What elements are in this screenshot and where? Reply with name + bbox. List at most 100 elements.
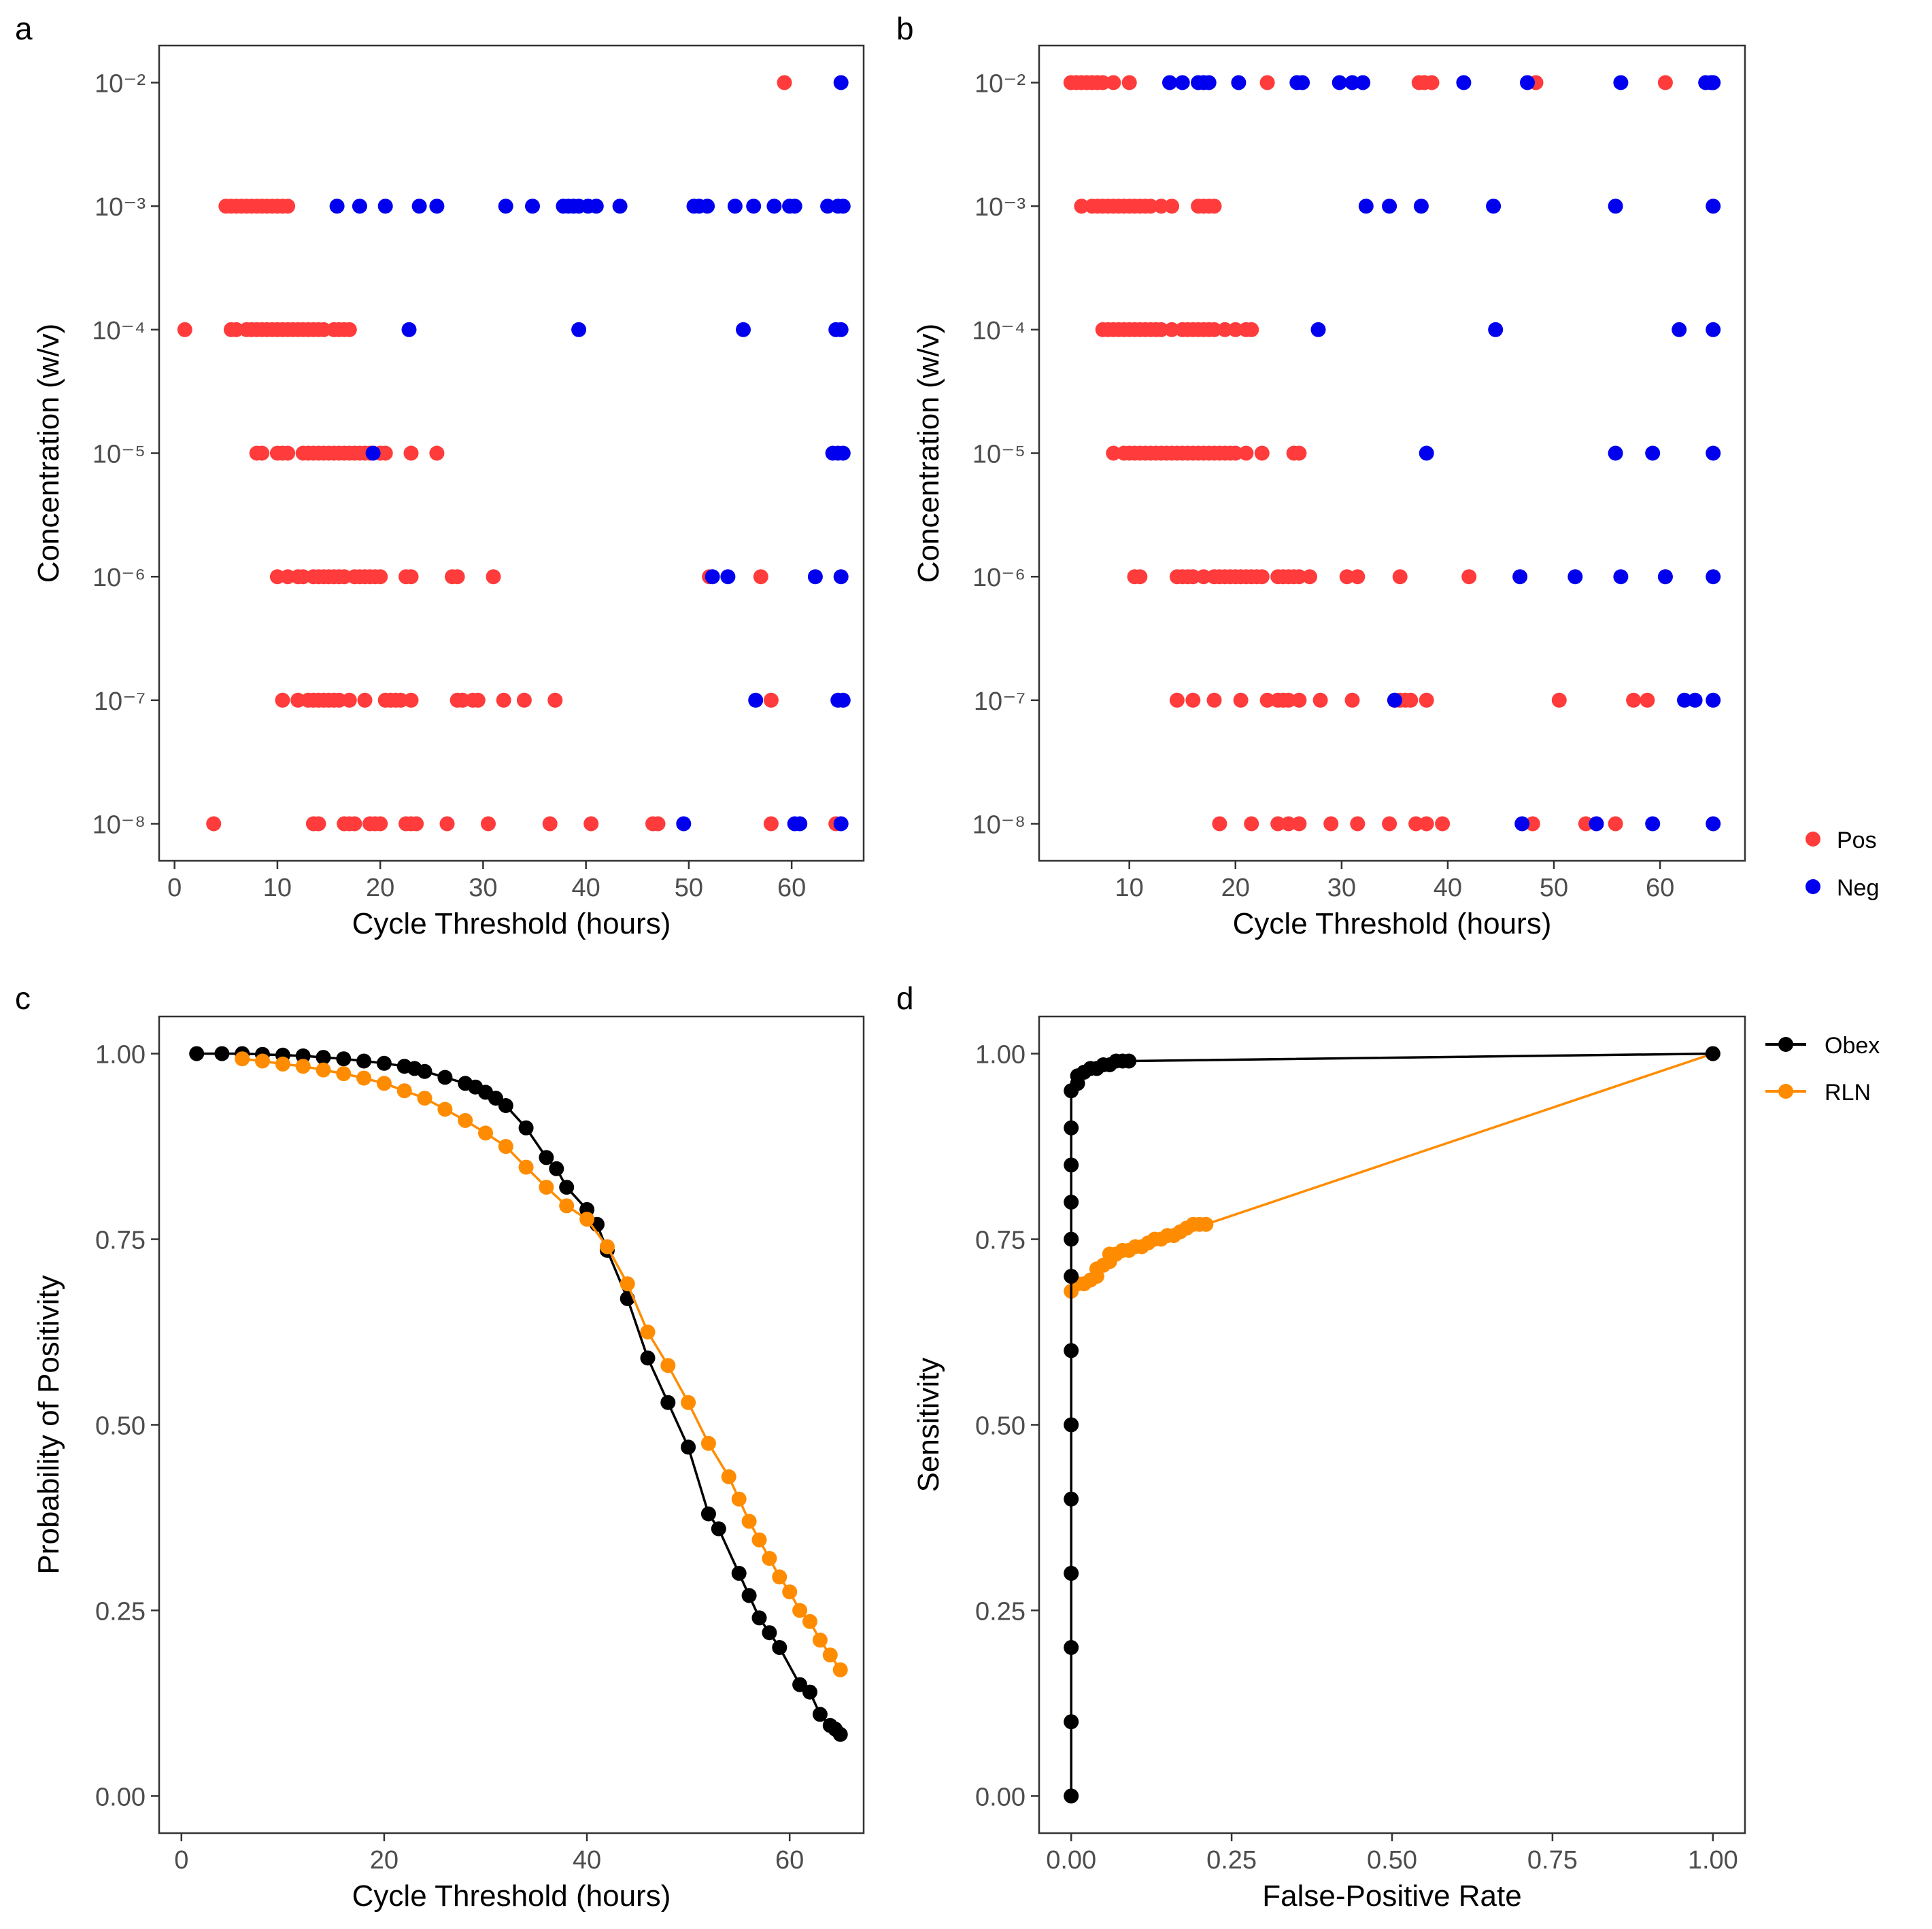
data-point <box>766 199 782 214</box>
legend-pos-marker <box>1806 832 1820 847</box>
x-tick-label: 40 <box>573 1846 601 1875</box>
data-point <box>1064 1195 1079 1210</box>
panel-d: 0.00 0.25 0.50 0.75 1.00 0.00 0.25 0.50 0.75 1.00… <box>912 1015 1746 1913</box>
data-point <box>751 1610 767 1626</box>
data-point <box>1525 816 1540 832</box>
data-point <box>588 199 604 214</box>
data-point <box>833 75 849 90</box>
data-point <box>762 1625 777 1641</box>
data-point <box>1657 75 1673 90</box>
data-point <box>1106 75 1121 90</box>
legend-obex-rln: Obex RLN <box>1765 1033 1880 1106</box>
data-point <box>1687 692 1703 708</box>
data-point <box>518 1120 534 1136</box>
data-point <box>331 692 347 708</box>
data-point <box>1645 445 1661 461</box>
data-point <box>498 1098 513 1113</box>
data-point <box>1121 1053 1137 1069</box>
data-point <box>255 1053 270 1069</box>
data-point <box>403 445 419 461</box>
data-point <box>1706 692 1721 708</box>
data-point <box>486 569 501 585</box>
data-point <box>1198 1216 1214 1232</box>
data-point <box>727 199 743 214</box>
data-point <box>1355 75 1371 90</box>
data-point <box>1227 322 1243 337</box>
data-point <box>356 1053 372 1069</box>
x-tick-label: 60 <box>1646 874 1674 902</box>
data-point <box>736 322 751 337</box>
data-point <box>762 1551 777 1566</box>
data-point <box>731 1491 747 1507</box>
data-point <box>1295 75 1310 90</box>
data-point <box>373 569 388 585</box>
y-axis-title: Probability of Positivity <box>32 1275 65 1574</box>
data-point <box>1403 692 1419 708</box>
data-point <box>835 199 851 214</box>
data-point <box>1212 816 1227 832</box>
data-point <box>731 1565 747 1581</box>
y-tick-label: 0.00 <box>95 1783 146 1811</box>
data-point <box>833 569 849 585</box>
data-point <box>822 1648 838 1662</box>
data-point <box>660 1358 676 1373</box>
data-point <box>763 692 779 708</box>
data-point <box>753 569 768 585</box>
x-axis-title: Cycle Threshold (hours) <box>352 907 671 940</box>
y-tick-label: 10⁻² <box>95 70 146 99</box>
data-point <box>347 816 362 832</box>
x-tick-label: 60 <box>775 1846 804 1875</box>
series-neg <box>329 75 851 832</box>
legend-rln-marker <box>1778 1084 1793 1099</box>
data-point <box>542 816 558 832</box>
data-point <box>1201 75 1217 90</box>
data-point <box>377 199 393 214</box>
data-point <box>1339 569 1355 585</box>
data-point <box>1164 322 1180 337</box>
data-point <box>1323 816 1339 832</box>
data-point <box>1512 569 1528 585</box>
data-point <box>1514 816 1530 832</box>
data-point <box>640 1350 656 1366</box>
data-point <box>429 445 445 461</box>
data-point <box>681 1395 696 1410</box>
data-point <box>1254 445 1270 461</box>
data-point <box>700 1506 716 1522</box>
data-point <box>711 1521 726 1537</box>
data-point <box>700 1435 716 1451</box>
data-point <box>559 1180 575 1195</box>
data-point <box>295 569 311 585</box>
data-point <box>792 816 808 832</box>
data-point <box>337 569 352 585</box>
y-tick-label: 10⁻³ <box>975 193 1026 222</box>
data-point <box>498 199 513 214</box>
x-tick-label: 40 <box>572 874 600 902</box>
data-point <box>1387 692 1402 708</box>
data-point <box>1106 445 1121 461</box>
x-tick-label: 10 <box>263 874 292 902</box>
data-point <box>1185 569 1201 585</box>
y-tick-label: 10⁻³ <box>95 193 146 222</box>
data-point <box>1520 75 1535 90</box>
data-point <box>620 1276 635 1292</box>
data-point <box>235 1051 250 1067</box>
data-point <box>1238 445 1254 461</box>
panel-a-tag: a <box>15 11 33 46</box>
data-point <box>787 199 802 214</box>
data-point <box>365 445 381 461</box>
x-tick-label: 0.00 <box>1046 1846 1096 1875</box>
data-point <box>1064 1157 1079 1173</box>
data-point <box>295 1048 311 1063</box>
data-point <box>1344 692 1360 708</box>
y-tick-label: 10⁻⁵ <box>972 441 1026 469</box>
data-point <box>763 816 779 832</box>
y-tick-label: 0.25 <box>975 1597 1026 1626</box>
data-point <box>792 1603 808 1618</box>
data-point <box>559 1198 575 1214</box>
y-tick-label: 0.00 <box>975 1783 1026 1811</box>
panel-d-tag: d <box>896 980 914 1016</box>
data-point <box>772 1640 787 1655</box>
data-point <box>295 1059 311 1074</box>
data-point <box>1064 1640 1079 1655</box>
legend-obex-label: Obex <box>1825 1033 1880 1059</box>
